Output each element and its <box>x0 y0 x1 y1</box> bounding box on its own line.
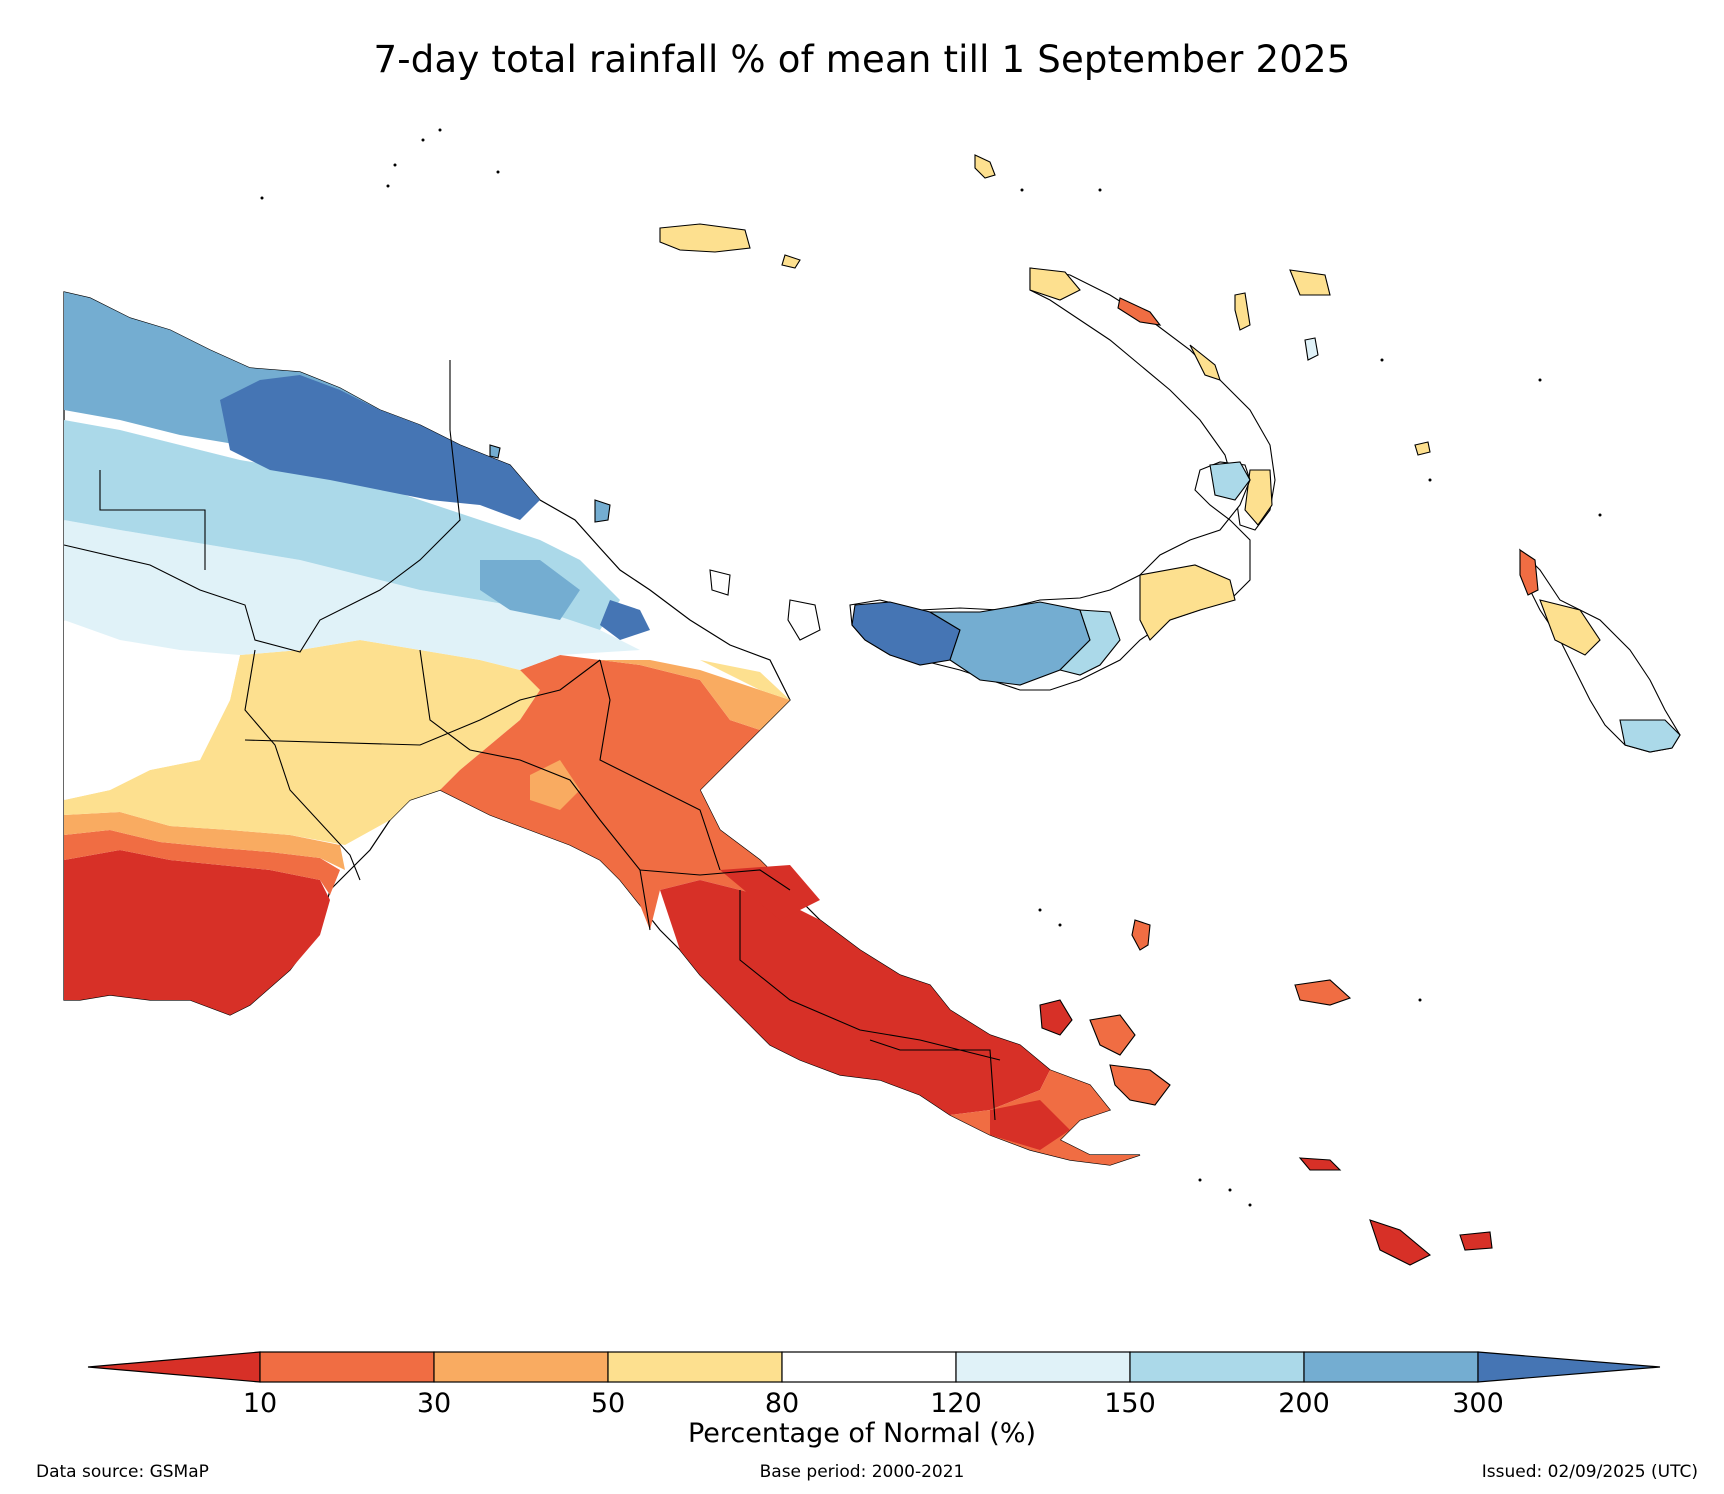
colorbar-bin-120-150 <box>955 1351 1131 1383</box>
island-manus <box>659 223 751 253</box>
map-title: 7-day total rainfall % of mean till 1 Se… <box>373 38 1351 81</box>
colorbar-label: Percentage of Normal (%) <box>687 1418 1037 1449</box>
colorbar-tick-300: 300 <box>1452 1388 1504 1419</box>
province-boundaries <box>63 360 1001 1121</box>
data-source-text: Data source: GSMaP <box>36 1462 209 1482</box>
colorbar-tick-30: 30 <box>416 1388 452 1419</box>
colorbar-bin-200-300 <box>1303 1351 1479 1383</box>
mainland-rainfall-fills <box>64 292 1140 1165</box>
colorbar-bin-50-80 <box>607 1351 783 1383</box>
colorbar-tick-80: 80 <box>764 1388 800 1419</box>
base-period-text: Base period: 2000-2021 <box>759 1462 965 1482</box>
colorbar <box>87 1351 1661 1383</box>
islands <box>489 154 1681 1266</box>
colorbar-bin-80-120 <box>781 1351 957 1383</box>
colorbar-extend-low <box>87 1351 261 1383</box>
colorbar-tick-200: 200 <box>1278 1388 1330 1419</box>
colorbar-bin-10-30 <box>259 1351 435 1383</box>
rainfall-map <box>63 128 1681 1266</box>
colorbar-tick-50: 50 <box>590 1388 626 1419</box>
colorbar-extend-high <box>1477 1351 1661 1383</box>
colorbar-bin-30-50 <box>433 1351 609 1383</box>
colorbar-tick-120: 120 <box>930 1388 982 1419</box>
issued-date-text: Issued: 02/09/2025 (UTC) <box>1481 1462 1698 1482</box>
colorbar-bin-150-200 <box>1129 1351 1305 1383</box>
colorbar-tick-10: 10 <box>242 1388 278 1419</box>
colorbar-tick-150: 150 <box>1104 1388 1156 1419</box>
small-islets <box>260 128 1602 1207</box>
